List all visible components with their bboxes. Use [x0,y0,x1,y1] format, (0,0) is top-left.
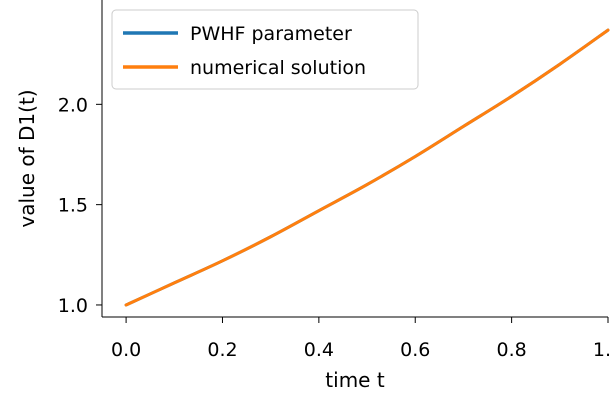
x-tick-label: 1.0 [593,339,611,361]
y-tick-label: 2.0 [58,94,88,116]
x-tick-label: 0.0 [111,339,141,361]
x-tick-label: 0.6 [400,339,430,361]
series-lines [124,28,610,307]
axes: 0.0 0.2 0.4 0.6 0.8 1.0 1.0 1.5 2.0 [58,0,611,361]
legend: PWHF parameter numerical solution [111,9,419,90]
y-tick-label: 1.0 [58,295,88,317]
y-axis-label: value of D1(t) [15,89,39,227]
y-tick-label: 1.5 [58,195,88,217]
legend-box [111,9,419,90]
x-axis-label: time t [325,368,385,392]
x-tick-label: 0.2 [207,339,237,361]
x-tick-label: 0.8 [497,339,527,361]
legend-entry-label: numerical solution [190,57,366,79]
series-line [124,28,610,307]
legend-entry-label: PWHF parameter [190,23,352,45]
x-tick-label: 0.4 [304,339,334,361]
